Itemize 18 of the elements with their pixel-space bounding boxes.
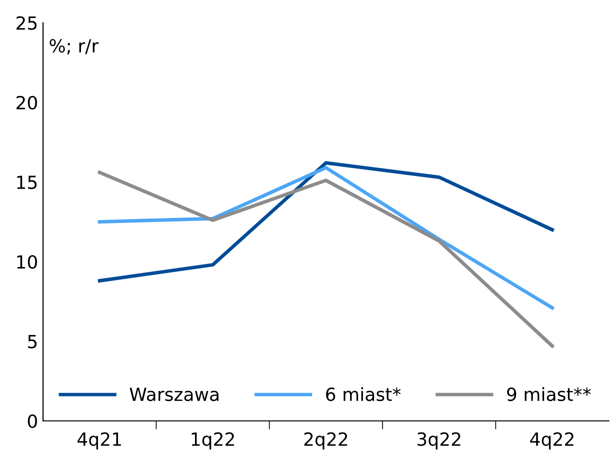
y-axis-title: %; r/r [50, 38, 99, 54]
x-tick-label: 3q22 [418, 432, 460, 450]
x-tick-label: 2q22 [304, 432, 348, 450]
y-tick-label: 25 [16, 16, 37, 30]
legend-label: 6 miast* [326, 387, 401, 402]
y-tick-label: 15 [17, 176, 37, 190]
y-tick-label: 0 [28, 414, 37, 428]
y-tick-label: 10 [17, 255, 37, 269]
line-series [98, 161, 554, 282]
y-tick-label: 5 [28, 334, 37, 348]
legend-label: 9 miast** [507, 387, 591, 402]
x-tick-label: 1q22 [192, 432, 234, 450]
y-tick-label: 20 [16, 96, 37, 110]
x-tick-label: 4q22 [530, 432, 574, 450]
x-tick-label: 4q21 [78, 432, 121, 450]
legend-label: Warszawa [130, 388, 218, 402]
line-series [98, 170, 554, 348]
line-series [98, 166, 554, 310]
